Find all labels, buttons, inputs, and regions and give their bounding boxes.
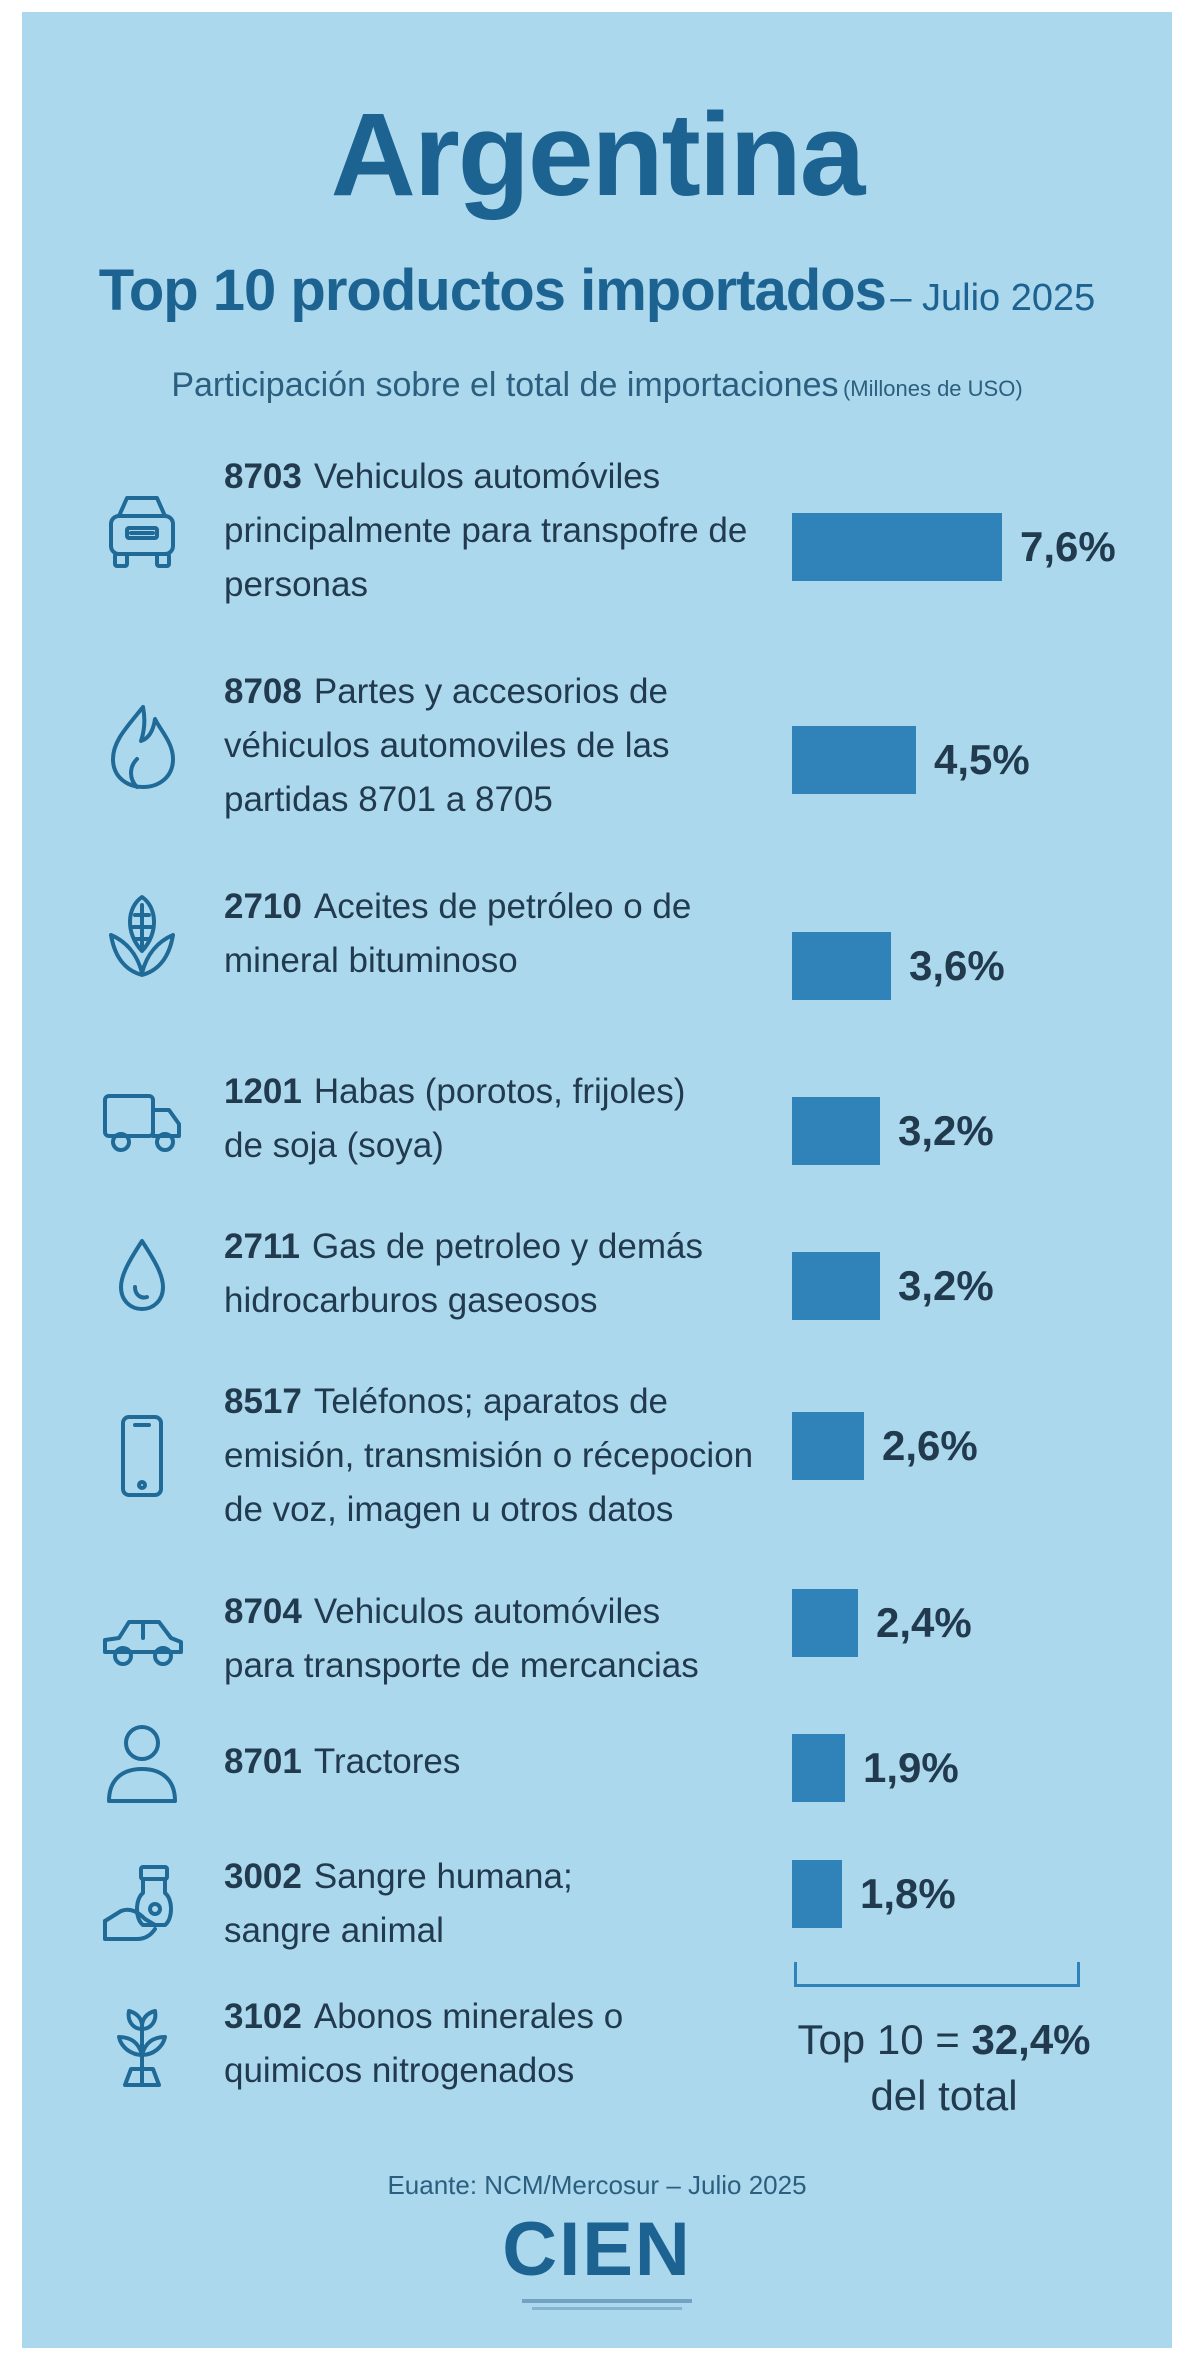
product-label: 8517 Teléfonos; aparatos de emisión, trans… — [224, 1375, 814, 1537]
product-name-line: Abonos minerales o — [313, 1997, 624, 2036]
product-name-line: Partes y accesorios de — [313, 672, 668, 711]
flame-icon — [97, 701, 187, 791]
corn-icon — [97, 889, 187, 979]
car-side-icon — [97, 1594, 187, 1684]
chart-caption: Participación sobre el total de importac… — [22, 368, 1172, 402]
product-name-line: de voz, imagen u otros datos — [224, 1490, 674, 1529]
product-label: 3002 Sangre humana; sangre animal — [224, 1850, 814, 1958]
product-code: 8703 — [224, 457, 302, 496]
bar-8703 — [792, 513, 1002, 581]
subtitle-main: Top 10 productos importados — [98, 258, 887, 323]
product-code: 1201 — [224, 1072, 302, 1111]
bar-2710 — [792, 932, 891, 1000]
caption-unit: (Millones de USO) — [842, 376, 1023, 401]
value-label-8703: 7,6% — [1020, 523, 1116, 570]
bar-2711 — [792, 1252, 880, 1320]
product-name-line: quimicos nitrogenados — [224, 2051, 575, 2090]
total-bracket — [794, 1962, 1080, 1987]
product-name-line: para transporte de mercancias — [224, 1646, 699, 1685]
subtitle-date: – Julio 2025 — [890, 277, 1096, 319]
bar-8517 — [792, 1412, 864, 1480]
product-name-line: véhiculos automoviles de las — [224, 726, 670, 765]
product-code: 8704 — [224, 1592, 302, 1631]
product-label: 8708 Partes y accesorios de véhiculos auto… — [224, 665, 814, 827]
product-name-line: de soja (soya) — [224, 1126, 444, 1165]
product-label: 8701 Tractores — [224, 1735, 814, 1789]
product-code: 3102 — [224, 1997, 302, 2036]
product-name-line: hidrocarburos gaseosos — [224, 1281, 598, 1320]
product-name-line: Aceites de petróleo o de — [313, 887, 692, 926]
product-code: 8701 — [224, 1742, 302, 1781]
total-value: 32,4% — [971, 2016, 1091, 2063]
total-summary: Top 10 = 32,4% del total — [764, 2012, 1124, 2124]
phone-icon — [97, 1411, 187, 1501]
caption-text: Participación sobre el total de importac… — [171, 366, 839, 404]
product-name-line: Vehiculos automóviles — [313, 457, 661, 496]
product-name-line: mineral bituminoso — [224, 941, 518, 980]
product-name-line: Gas de petroleo y demás — [311, 1227, 703, 1266]
product-name-line: personas — [224, 565, 368, 604]
product-name-line: Tractores — [313, 1742, 461, 1781]
car-front-icon — [97, 486, 187, 576]
product-name-line: Sangre humana; — [313, 1857, 573, 1896]
hand-bottle-icon — [97, 1859, 187, 1949]
product-label: 2711 Gas de petroleo y demás hidrocarburos… — [224, 1220, 814, 1328]
product-label: 8703 Vehiculos automóviles principalmente … — [224, 450, 814, 612]
drop-icon — [97, 1229, 187, 1319]
bar-1201 — [792, 1097, 880, 1165]
value-label-8517: 2,6% — [882, 1422, 978, 1469]
product-name-line: principalmente para transpofre de — [224, 511, 748, 550]
logo-tagline-mark — [522, 2299, 692, 2310]
cien-logo: CIEN — [502, 2207, 692, 2292]
product-label: 2710 Aceites de petróleo o de mineral bitu… — [224, 880, 814, 988]
product-name-line: emisión, transmisión o récepocion — [224, 1436, 754, 1475]
bar-3002 — [792, 1860, 842, 1928]
value-label-2711: 3,2% — [898, 1262, 994, 1309]
product-code: 8708 — [224, 672, 302, 711]
product-label: 8704 Vehiculos automóviles para transporte… — [224, 1585, 814, 1693]
product-label: 3102 Abonos minerales o quimicos nitrogena… — [224, 1990, 814, 2098]
value-label-2710: 3,6% — [909, 942, 1005, 989]
value-label-8704: 2,4% — [876, 1599, 972, 1646]
total-label: Top 10 = — [797, 2016, 960, 2063]
bar-8708 — [792, 726, 916, 794]
source-note: Euante: NCM/Mercosur – Julio 2025 — [387, 2170, 807, 2200]
page-title: Argentina — [330, 89, 866, 221]
person-icon — [97, 1717, 187, 1807]
product-code: 2711 — [224, 1227, 300, 1266]
product-label: 1201 Habas (porotos, frijoles) de soja (so… — [224, 1065, 814, 1173]
product-name-line: Teléfonos; aparatos de — [313, 1382, 669, 1421]
product-name-line: Vehiculos automóviles — [313, 1592, 661, 1631]
value-label-8701: 1,9% — [863, 1744, 959, 1791]
plant-icon — [97, 1999, 187, 2089]
product-code: 2710 — [224, 887, 302, 926]
product-code: 8517 — [224, 1382, 302, 1421]
truck-icon — [97, 1074, 187, 1164]
product-name-line: Habas (porotos, frijoles) — [313, 1072, 686, 1111]
product-code: 3002 — [224, 1857, 302, 1896]
total-suffix: del total — [870, 2072, 1018, 2119]
infographic-card: Argentina Top 10 productos importados – … — [22, 12, 1172, 2348]
value-label-8708: 4,5% — [934, 736, 1030, 783]
bar-8704 — [792, 1589, 858, 1657]
chart-subtitle: Top 10 productos importados – Julio 2025 — [22, 262, 1172, 320]
product-name-line: sangre animal — [224, 1911, 444, 1950]
value-label-1201: 3,2% — [898, 1107, 994, 1154]
bar-8701 — [792, 1734, 845, 1802]
product-name-line: partidas 8701 a 8705 — [224, 780, 553, 819]
value-label-3002: 1,8% — [860, 1870, 956, 1917]
